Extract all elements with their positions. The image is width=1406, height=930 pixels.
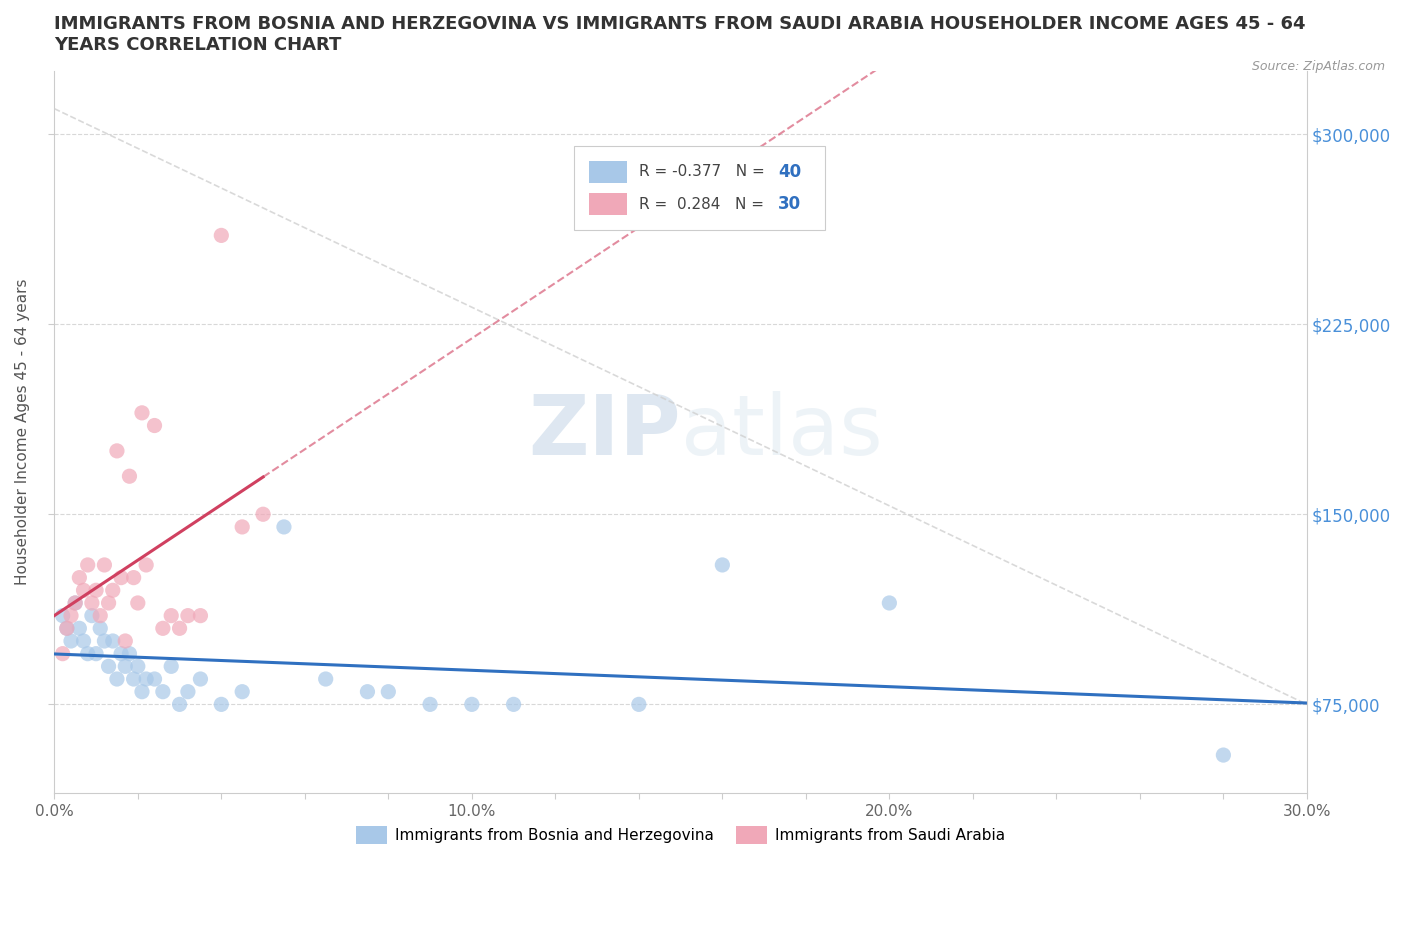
Point bbox=[461, 697, 484, 711]
Point bbox=[63, 595, 86, 610]
Text: 30: 30 bbox=[779, 195, 801, 213]
Point bbox=[209, 697, 232, 711]
Point bbox=[169, 697, 191, 711]
Point bbox=[110, 646, 132, 661]
Point bbox=[131, 405, 153, 420]
Point bbox=[72, 583, 94, 598]
Point bbox=[97, 595, 120, 610]
Point bbox=[84, 583, 107, 598]
Point bbox=[177, 608, 200, 623]
Point bbox=[76, 557, 98, 572]
Text: IMMIGRANTS FROM BOSNIA AND HERZEGOVINA VS IMMIGRANTS FROM SAUDI ARABIA HOUSEHOLD: IMMIGRANTS FROM BOSNIA AND HERZEGOVINA V… bbox=[55, 15, 1306, 54]
Point bbox=[177, 684, 200, 699]
Point bbox=[231, 684, 253, 699]
Point bbox=[110, 570, 132, 585]
Point bbox=[122, 570, 145, 585]
Text: R = -0.377   N =: R = -0.377 N = bbox=[640, 165, 770, 179]
Point bbox=[711, 557, 734, 572]
Point bbox=[76, 646, 98, 661]
Point bbox=[190, 608, 212, 623]
Point bbox=[231, 520, 253, 535]
Point bbox=[56, 621, 79, 636]
Point bbox=[209, 228, 232, 243]
Point bbox=[52, 646, 75, 661]
Legend: Immigrants from Bosnia and Herzegovina, Immigrants from Saudi Arabia: Immigrants from Bosnia and Herzegovina, … bbox=[350, 819, 1011, 850]
Text: ZIP: ZIP bbox=[529, 392, 681, 472]
Point bbox=[122, 671, 145, 686]
Point bbox=[67, 570, 90, 585]
Text: Source: ZipAtlas.com: Source: ZipAtlas.com bbox=[1251, 60, 1385, 73]
Point bbox=[135, 671, 157, 686]
Point bbox=[135, 557, 157, 572]
Point bbox=[160, 608, 183, 623]
Point bbox=[93, 557, 115, 572]
FancyBboxPatch shape bbox=[589, 161, 627, 182]
Point bbox=[114, 658, 136, 673]
Point bbox=[169, 621, 191, 636]
Point bbox=[67, 621, 90, 636]
Point bbox=[60, 633, 83, 648]
Point bbox=[1212, 748, 1234, 763]
Point bbox=[118, 469, 141, 484]
Point bbox=[89, 621, 111, 636]
Point bbox=[93, 633, 115, 648]
Point bbox=[84, 646, 107, 661]
Point bbox=[56, 621, 79, 636]
Point bbox=[143, 671, 166, 686]
Y-axis label: Householder Income Ages 45 - 64 years: Householder Income Ages 45 - 64 years bbox=[15, 279, 30, 585]
Point bbox=[879, 595, 901, 610]
Point bbox=[105, 444, 128, 458]
FancyBboxPatch shape bbox=[574, 147, 825, 230]
Point bbox=[273, 520, 295, 535]
Point bbox=[114, 633, 136, 648]
Point bbox=[80, 608, 103, 623]
Point bbox=[356, 684, 378, 699]
Point bbox=[502, 697, 524, 711]
Point bbox=[101, 583, 124, 598]
FancyBboxPatch shape bbox=[589, 193, 627, 215]
Point bbox=[627, 697, 650, 711]
Text: 40: 40 bbox=[779, 163, 801, 180]
Point bbox=[97, 658, 120, 673]
Point bbox=[315, 671, 337, 686]
Point bbox=[190, 671, 212, 686]
Point bbox=[101, 633, 124, 648]
Point bbox=[131, 684, 153, 699]
Point bbox=[377, 684, 399, 699]
Point bbox=[252, 507, 274, 522]
Point bbox=[89, 608, 111, 623]
Point bbox=[63, 595, 86, 610]
Text: R =  0.284   N =: R = 0.284 N = bbox=[640, 197, 769, 212]
Point bbox=[118, 646, 141, 661]
Point bbox=[80, 595, 103, 610]
Point bbox=[127, 658, 149, 673]
Point bbox=[72, 633, 94, 648]
Point bbox=[60, 608, 83, 623]
Point bbox=[152, 684, 174, 699]
Point bbox=[152, 621, 174, 636]
Point bbox=[127, 595, 149, 610]
Point bbox=[143, 418, 166, 433]
Point bbox=[105, 671, 128, 686]
Text: atlas: atlas bbox=[681, 392, 883, 472]
Point bbox=[419, 697, 441, 711]
Point bbox=[160, 658, 183, 673]
Point bbox=[52, 608, 75, 623]
